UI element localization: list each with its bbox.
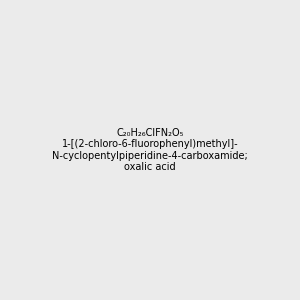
Text: C₂₀H₂₆ClFN₂O₅
1-[(2-chloro-6-fluorophenyl)methyl]-
N-cyclopentylpiperidine-4-car: C₂₀H₂₆ClFN₂O₅ 1-[(2-chloro-6-fluoropheny… [52, 128, 248, 172]
